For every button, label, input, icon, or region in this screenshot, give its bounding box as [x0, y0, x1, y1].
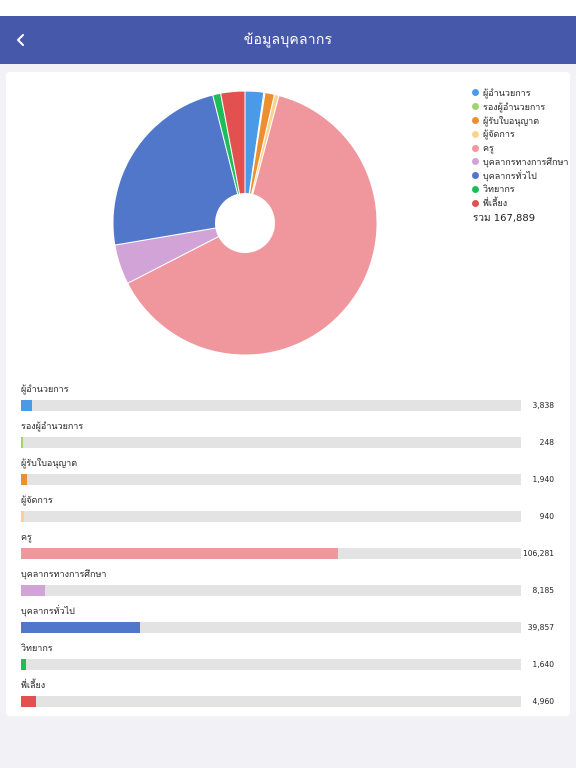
legend-dot-icon: [472, 185, 479, 193]
legend-dot-icon: [472, 158, 479, 166]
donut-hole: [215, 193, 275, 253]
legend-dot-icon: [472, 172, 479, 180]
pie-slice-7[interactable]: [112, 94, 246, 246]
bar-label: บุคลากรทั่วไป: [21, 607, 75, 617]
bar-fill: [21, 659, 26, 670]
legend-item[interactable]: ผู้รับใบอนุญาต: [472, 114, 568, 128]
legend-item[interactable]: บุคลากรทางการศึกษา: [472, 155, 568, 169]
bar-fill: [21, 474, 27, 485]
legend-label: บุคลากรทั่วไป: [483, 171, 537, 182]
legend-item[interactable]: พี่เลี้ยง: [472, 196, 568, 210]
bar-label: ครู: [21, 533, 32, 543]
app-bar: ข้อมูลบุคลากร: [0, 16, 576, 64]
bar-track: [21, 659, 521, 670]
legend-item[interactable]: ผู้อำนวยการ: [472, 86, 568, 100]
bar-track: [21, 622, 521, 633]
legend-dot-icon: [472, 116, 479, 124]
bar-label: ผู้อำนวยการ: [21, 385, 69, 395]
bar-fill: [21, 548, 338, 559]
bar-value: 3,838: [532, 401, 554, 410]
bar-track: [21, 548, 521, 559]
legend-item[interactable]: บุคลากรทั่วไป: [472, 169, 568, 183]
bar-track: [21, 400, 521, 411]
bar-value: 1,940: [532, 475, 554, 484]
legend-label: พี่เลี้ยง: [483, 199, 508, 210]
bar-value: 39,857: [527, 623, 554, 632]
pie-slice-9[interactable]: [220, 90, 246, 224]
legend-dot-icon: [472, 103, 479, 111]
bar-row: รองผู้อำนวยการ 248: [6, 416, 570, 453]
personnel-card: ผู้อำนวยการ รองผู้อำนวยการ ผู้รับใบอนุญาตผ…: [6, 72, 570, 716]
bar-track: [21, 511, 521, 522]
bar-row: ผู้จัดการ 940: [6, 490, 570, 527]
bar-value: 940: [539, 512, 554, 521]
bar-row: ผู้อำนวยการ 3,838: [6, 379, 570, 416]
bar-label: รองผู้อำนวยการ: [21, 422, 84, 432]
bar-label: วิทยากร: [21, 644, 53, 654]
bar-label: บุคลากรทางการศึกษา: [21, 570, 107, 580]
status-bar: [0, 0, 576, 16]
bottom-area: [0, 722, 576, 768]
bar-value: 4,960: [532, 697, 554, 706]
legend-item[interactable]: ผู้จัดการ: [472, 127, 568, 141]
bar-value: 248: [539, 438, 554, 447]
legend-item[interactable]: ครู: [472, 141, 568, 155]
bar-row: ผู้รับใบอนุญาต 1,940: [6, 453, 570, 490]
bar-label: ผู้รับใบอนุญาต: [21, 459, 78, 469]
bar-track: [21, 437, 521, 448]
legend-dot-icon: [472, 199, 479, 207]
pie-chart: [112, 90, 378, 356]
legend-dot-icon: [472, 89, 479, 97]
legend-dot-icon: [472, 144, 479, 152]
chevron-left-icon: [17, 34, 24, 46]
legend-label: ผู้รับใบอนุญาต: [483, 116, 540, 127]
back-button[interactable]: [8, 24, 34, 56]
bar-value: 106,281: [522, 549, 554, 558]
bar-row: พี่เลี้ยง 4,960: [6, 675, 570, 712]
legend-label: วิทยากร: [483, 185, 515, 196]
legend-label: รองผู้อำนวยการ: [483, 102, 546, 113]
page-title: ข้อมูลบุคลากร: [243, 32, 333, 48]
legend-label: ผู้อำนวยการ: [483, 88, 531, 99]
bar-fill: [21, 585, 46, 596]
bar-list: ผู้อำนวยการ 3,838 รองผู้อำนวยการ 248 ผู้รับใ…: [6, 379, 570, 712]
legend-label: ผู้จัดการ: [483, 130, 515, 141]
bar-row: บุคลากรทางการศึกษา 8,185: [6, 564, 570, 601]
bar-fill: [21, 511, 24, 522]
bar-fill: [21, 437, 23, 448]
bar-label: ผู้จัดการ: [21, 496, 53, 506]
bar-track: [21, 474, 521, 485]
chart-legend: ผู้อำนวยการรองผู้อำนวยการผู้รับใบอนุญาตผ…: [472, 86, 568, 226]
bar-track: [21, 696, 521, 707]
legend-item[interactable]: รองผู้อำนวยการ: [472, 100, 568, 114]
bar-fill: [21, 696, 36, 707]
bar-value: 8,185: [532, 586, 554, 595]
bar-track: [21, 585, 521, 596]
bar-row: ครู 106,281: [6, 527, 570, 564]
bar-label: พี่เลี้ยง: [21, 681, 46, 691]
legend-item[interactable]: วิทยากร: [472, 183, 568, 197]
legend-label: บุคลากรทางการศึกษา: [483, 157, 569, 168]
total-label: รวม 167,889: [473, 213, 536, 225]
bar-fill: [21, 622, 140, 633]
legend-dot-icon: [472, 130, 479, 138]
bar-row: วิทยากร 1,640: [6, 638, 570, 675]
bar-fill: [21, 400, 33, 411]
legend-label: ครู: [483, 144, 494, 155]
bar-row: บุคลากรทั่วไป 39,857: [6, 601, 570, 638]
bar-value: 1,640: [532, 660, 554, 669]
